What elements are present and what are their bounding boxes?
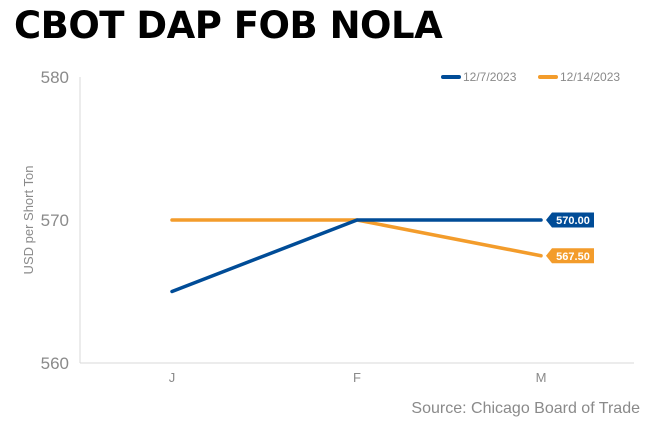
- legend-label-1: 12/7/2023: [463, 70, 517, 84]
- legend-label-2: 12/14/2023: [560, 70, 620, 84]
- chart-title: CBOT DAP FOB NOLA: [14, 4, 443, 47]
- y-tick-label: 560: [41, 354, 69, 373]
- y-tick-label: 580: [41, 68, 69, 87]
- end-label-value-2: 567.50: [556, 251, 590, 263]
- legend: 12/7/2023 12/14/2023: [441, 70, 620, 84]
- x-tick-label: J: [169, 370, 176, 385]
- end-labels: 570.00 567.50: [546, 212, 594, 264]
- source-note: Source: Chicago Board of Trade: [411, 400, 640, 417]
- y-axis-title: USD per Short Ton: [21, 166, 36, 275]
- x-tick-label: M: [536, 370, 547, 385]
- x-tick-label: F: [353, 370, 361, 385]
- end-label-tag-1: [546, 212, 594, 228]
- y-tick-label: 570: [41, 211, 69, 230]
- chart-axes: 580 570 560 J F M USD per Short Ton: [21, 68, 634, 385]
- end-label-value-1: 570.00: [556, 215, 590, 227]
- end-label-tag-2: [546, 248, 594, 264]
- series-lines: [170, 218, 543, 294]
- series-line-2: [170, 218, 543, 258]
- series-line-1: [170, 218, 543, 294]
